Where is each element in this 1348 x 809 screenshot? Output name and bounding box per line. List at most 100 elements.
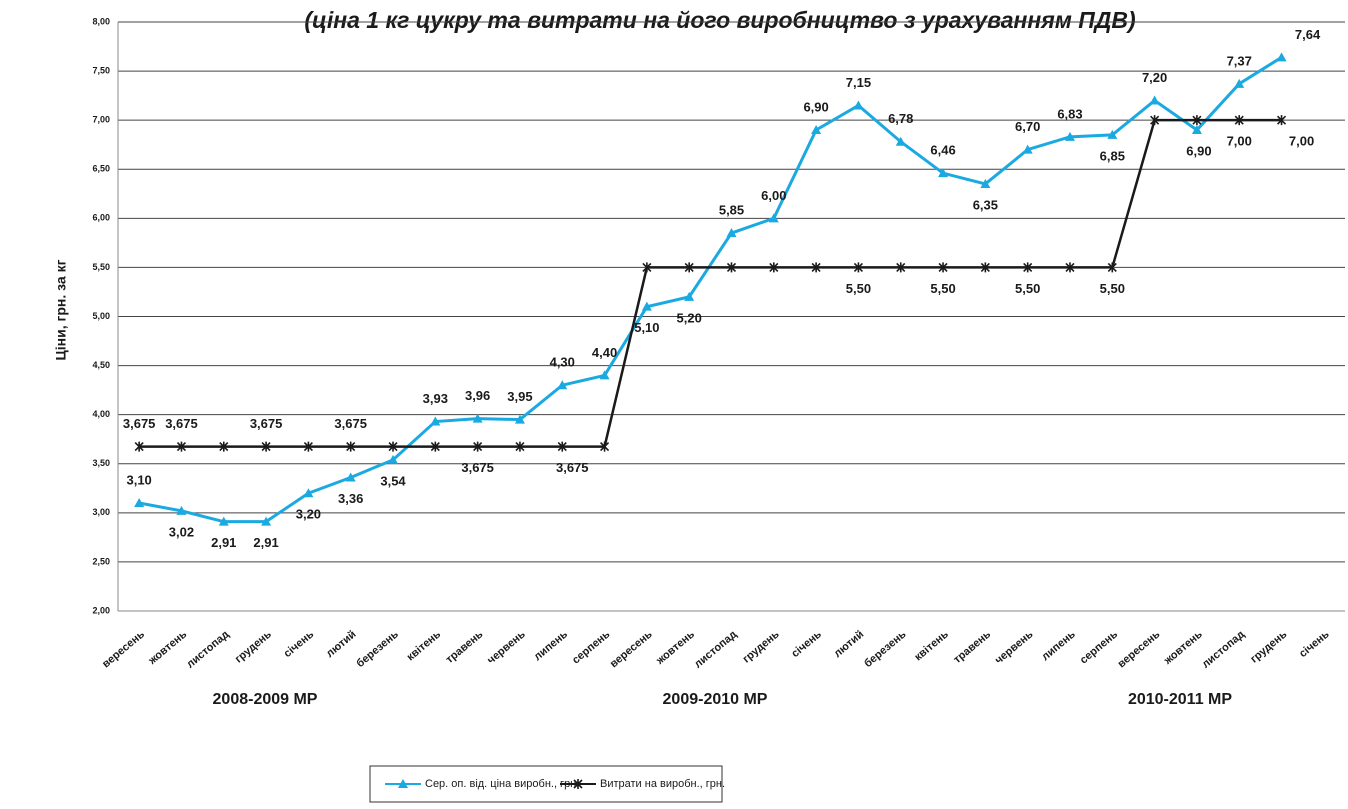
data-point xyxy=(430,416,441,426)
data-point xyxy=(599,370,610,380)
y-tick-label: 7,00 xyxy=(92,115,110,125)
data-point xyxy=(303,441,313,452)
data-point xyxy=(980,262,990,273)
y-tick-label: 6,50 xyxy=(92,164,110,174)
data-label: 6,90 xyxy=(803,99,828,114)
data-label: 3,675 xyxy=(556,460,589,475)
data-label: 7,64 xyxy=(1295,27,1321,42)
data-label: 6,83 xyxy=(1057,106,1082,121)
x-tick-label: жовтень xyxy=(653,628,697,667)
data-point xyxy=(938,262,948,273)
y-tick-label: 8,00 xyxy=(92,16,110,26)
data-label: 6,00 xyxy=(761,188,786,203)
data-label: 3,675 xyxy=(334,416,367,431)
x-tick-label: вересень xyxy=(100,628,147,670)
data-point xyxy=(346,441,356,452)
y-tick-label: 3,00 xyxy=(92,507,110,517)
data-point xyxy=(176,505,187,515)
data-label: 6,35 xyxy=(973,197,998,212)
data-label: 3,20 xyxy=(296,507,321,522)
data-point xyxy=(1276,115,1287,126)
data-point xyxy=(1065,262,1075,273)
data-label: 3,54 xyxy=(380,473,406,488)
x-tick-label: жовтень xyxy=(1161,628,1205,667)
group-label: 2009-2010 МР xyxy=(663,691,768,708)
data-point xyxy=(261,516,272,526)
data-label: 6,70 xyxy=(1015,119,1040,134)
data-label: 7,00 xyxy=(1289,134,1314,149)
data-point xyxy=(769,262,779,273)
data-point xyxy=(853,100,864,110)
data-point xyxy=(303,488,314,498)
x-tick-label: грудень xyxy=(741,628,782,665)
data-point xyxy=(345,472,356,482)
data-label: 4,30 xyxy=(550,355,575,370)
y-tick-label: 7,50 xyxy=(92,65,110,75)
data-label: 6,90 xyxy=(1186,143,1211,158)
data-point xyxy=(388,441,398,452)
y-tick-label: 6,00 xyxy=(92,213,110,223)
data-point xyxy=(557,441,567,452)
data-point xyxy=(473,441,483,452)
x-tick-label: серпень xyxy=(570,628,612,666)
data-label: 3,675 xyxy=(123,416,156,431)
y-tick-label: 4,50 xyxy=(92,360,110,370)
x-tick-label: липень xyxy=(1039,628,1077,663)
x-tick-label: вересень xyxy=(1116,628,1163,670)
chart-title: (ціна 1 кг цукру та витрати на його виро… xyxy=(304,7,1135,33)
x-tick-label: червень xyxy=(485,628,528,667)
data-point xyxy=(768,213,779,223)
legend-marker xyxy=(573,779,583,789)
y-tick-label: 2,00 xyxy=(92,605,110,615)
x-tick-label: квітень xyxy=(405,628,444,663)
x-tick-label: січень xyxy=(789,628,824,660)
y-tick-label: 5,50 xyxy=(92,262,110,272)
data-label: 3,02 xyxy=(169,524,194,539)
data-point xyxy=(388,454,399,464)
data-label: 5,50 xyxy=(1100,281,1125,296)
data-point xyxy=(811,124,822,134)
x-tick-label: листопад xyxy=(184,628,231,670)
legend xyxy=(369,765,723,803)
x-tick-label: лютий xyxy=(324,628,359,660)
x-tick-label: березень xyxy=(862,628,909,670)
data-point xyxy=(684,291,695,301)
data-label: 3,675 xyxy=(461,460,494,475)
legend-label: Сер. оп. від. ціна виробн., грн. xyxy=(425,778,579,790)
series-line xyxy=(139,118,1282,448)
data-point xyxy=(684,262,694,273)
y-axis-label: Ціни, грн. за кг xyxy=(53,259,69,360)
x-tick-label: травень xyxy=(444,628,486,666)
legend-label: Витрати на виробн., грн. xyxy=(600,778,725,790)
data-point xyxy=(642,262,652,273)
data-point xyxy=(219,441,229,452)
data-point xyxy=(1150,115,1160,126)
x-tick-label: серпень xyxy=(1078,628,1120,666)
data-point xyxy=(1149,95,1160,105)
data-point xyxy=(600,441,610,452)
data-point xyxy=(1023,262,1033,273)
data-point xyxy=(430,441,440,452)
data-label: 3,96 xyxy=(465,388,490,403)
data-label: 3,93 xyxy=(423,391,448,406)
data-point xyxy=(726,228,737,238)
y-tick-label: 5,00 xyxy=(92,311,110,321)
x-tick-label: вересень xyxy=(608,628,655,670)
data-label: 5,50 xyxy=(930,281,955,296)
data-point xyxy=(557,380,568,390)
data-point xyxy=(176,441,187,452)
x-tick-label: лютий xyxy=(832,628,867,660)
y-tick-label: 4,00 xyxy=(92,409,110,419)
data-point xyxy=(515,441,525,452)
data-point xyxy=(134,441,144,452)
data-label: 2,91 xyxy=(253,535,278,550)
data-label: 6,46 xyxy=(930,143,955,158)
data-label: 3,10 xyxy=(126,472,151,487)
data-point xyxy=(1276,52,1287,62)
x-tick-label: грудень xyxy=(1248,628,1289,665)
data-point xyxy=(895,136,906,146)
data-label: 2,91 xyxy=(211,535,236,550)
data-label: 3,36 xyxy=(338,491,363,506)
series-line xyxy=(138,56,1283,524)
